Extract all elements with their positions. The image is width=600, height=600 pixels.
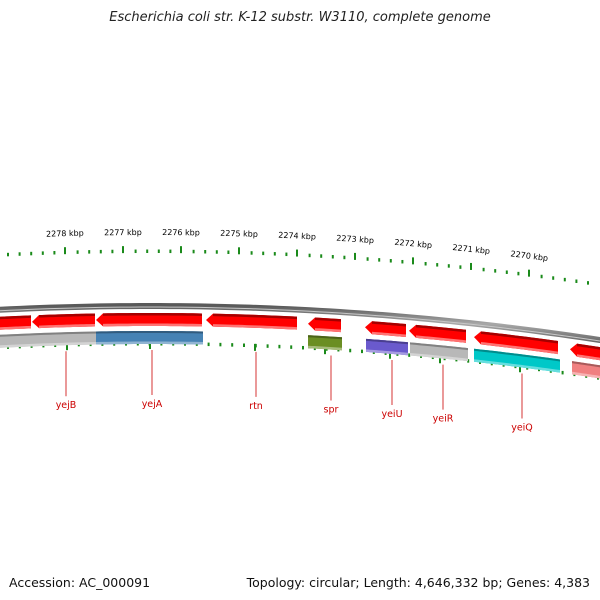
- cog-block-light: [410, 352, 468, 362]
- gene-label-rtn: rtn: [249, 401, 263, 412]
- gene-label-yejB: yejB: [56, 400, 77, 411]
- tick-label: 2278 kbp: [46, 229, 84, 239]
- cog-block-light: [366, 349, 408, 356]
- tick-label: 2275 kbp: [220, 229, 258, 239]
- gene-arrow-light: [416, 335, 466, 343]
- gene-arrow-light: [39, 324, 95, 329]
- tick-label: 2277 kbp: [104, 228, 142, 237]
- cog-block: [308, 335, 342, 351]
- gene-arrow-shade: [481, 331, 558, 344]
- cog-block-light: [0, 341, 96, 348]
- tick-label: 2270 kbp: [510, 249, 549, 263]
- gene-label-spr: spr: [324, 405, 339, 416]
- tick-label: 2272 kbp: [394, 238, 432, 250]
- cog-block-light: [572, 371, 600, 379]
- cog-block: [474, 348, 560, 373]
- cog-block-body: [96, 331, 203, 345]
- tick-label: 2273 kbp: [336, 234, 374, 246]
- gene-arrow-light: [577, 354, 600, 361]
- tick-label: 2274 kbp: [278, 231, 316, 242]
- cog-block-body: [474, 348, 560, 373]
- gene-arrow-light: [481, 341, 558, 355]
- gene-arrow: [365, 321, 406, 338]
- tick-label: 2276 kbp: [162, 228, 200, 237]
- gene-arrow: [206, 313, 297, 330]
- gene-arrow-shade: [39, 313, 95, 318]
- map-title: Escherichia coli str. K-12 substr. W3110…: [109, 10, 491, 25]
- cog-block-light: [96, 341, 203, 345]
- cog-block-shade: [308, 335, 342, 340]
- backbone-highlight: [0, 306, 600, 342]
- genome-backbone: [0, 302, 600, 344]
- cog-block-shade: [96, 331, 203, 334]
- cog-block-light: [308, 345, 342, 351]
- cog-block: [0, 331, 96, 348]
- accession-text: Accession: AC_000091: [9, 575, 151, 590]
- cog-block: [410, 342, 468, 362]
- gene-arrow-shade: [213, 313, 297, 320]
- gene-arrow-shade: [577, 343, 600, 350]
- gene-arrow-shade: [103, 313, 202, 316]
- cog-block-shade: [410, 342, 468, 351]
- cog-block-light: [474, 359, 560, 373]
- gene-arrow-light: [315, 328, 341, 333]
- tick-label: 2271 kbp: [452, 243, 490, 256]
- gene-label-yeiR: yeiR: [433, 414, 454, 425]
- cog-block: [572, 361, 600, 379]
- cog-block-shade: [366, 338, 408, 345]
- genome-summary-text: Topology: circular; Length: 4,646,332 bp…: [246, 575, 590, 590]
- gene-label-yeiU: yeiU: [381, 409, 402, 420]
- gene-arrow-shade: [315, 317, 341, 322]
- gene-arrow-light: [103, 323, 202, 327]
- gene-arrow-shade: [0, 315, 31, 320]
- gene-arrow-light: [0, 325, 31, 330]
- cog-block-shade: [474, 348, 560, 362]
- gene-arrow-body: [0, 315, 31, 330]
- gene-arrow: [0, 315, 31, 330]
- cog-block-shade: [0, 331, 96, 337]
- gene-arrow: [570, 343, 600, 361]
- gene-arrow: [409, 324, 466, 343]
- gene-arrow-body: [96, 313, 202, 327]
- gene-arrow-shade: [372, 321, 406, 327]
- gene-arrow-light: [372, 331, 406, 338]
- gene-arrow-body: [474, 331, 558, 355]
- cog-block-shade: [572, 361, 600, 368]
- cog-block: [366, 338, 408, 356]
- gene-arrow: [32, 313, 95, 329]
- gene-label-yeiQ: yeiQ: [511, 423, 533, 434]
- gene-label-yejA: yejA: [142, 399, 163, 410]
- gene-arrow: [474, 331, 558, 355]
- gene-arrow-light: [213, 324, 297, 330]
- cog-block: [96, 331, 203, 345]
- gene-arrow: [308, 317, 341, 333]
- gene-arrow: [96, 313, 202, 327]
- gene-arrow-shade: [416, 324, 466, 333]
